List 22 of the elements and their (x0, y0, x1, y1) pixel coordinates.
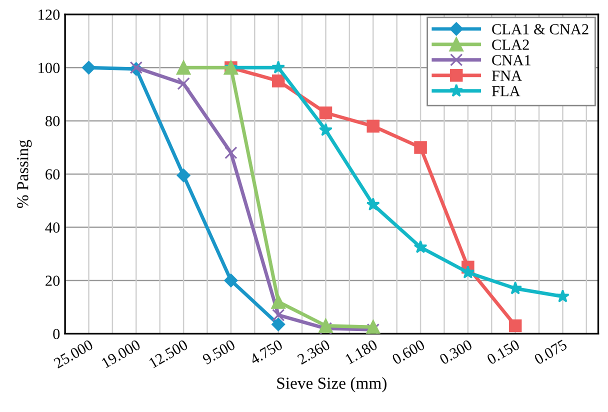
y-tick-label: 40 (45, 222, 60, 233)
y-tick-label: 80 (46, 116, 60, 126)
y-tick-label: 0 (53, 328, 60, 340)
x-axis-title: Sieve Size (mm) (277, 377, 386, 392)
y-tick-label: 20 (46, 276, 60, 286)
x-tick-label: 0.075 (534, 339, 568, 365)
y-axis-title: % Passing (17, 140, 32, 208)
x-tick-label: 4.750 (249, 339, 284, 365)
x-tick-label: 0.150 (486, 339, 520, 365)
x-tick-label: 1.180 (344, 339, 378, 364)
y-tick-label: 60 (46, 169, 60, 180)
y-tick-label: 100 (38, 62, 60, 74)
legend-label: FNA (492, 70, 522, 81)
x-tick-label: 0.600 (391, 339, 426, 365)
x-tick-label: 2.360 (296, 339, 331, 365)
y-tick-label: 120 (38, 10, 60, 20)
legend-label: FLA (492, 86, 520, 96)
x-tick-label: 0.300 (438, 339, 473, 365)
legend-label: CLA2 (492, 40, 529, 50)
x-tick-label: 9.500 (202, 339, 236, 365)
legend-label: CLA1 & CNA2 (492, 24, 588, 34)
legend-label: CNA1 (492, 55, 530, 66)
